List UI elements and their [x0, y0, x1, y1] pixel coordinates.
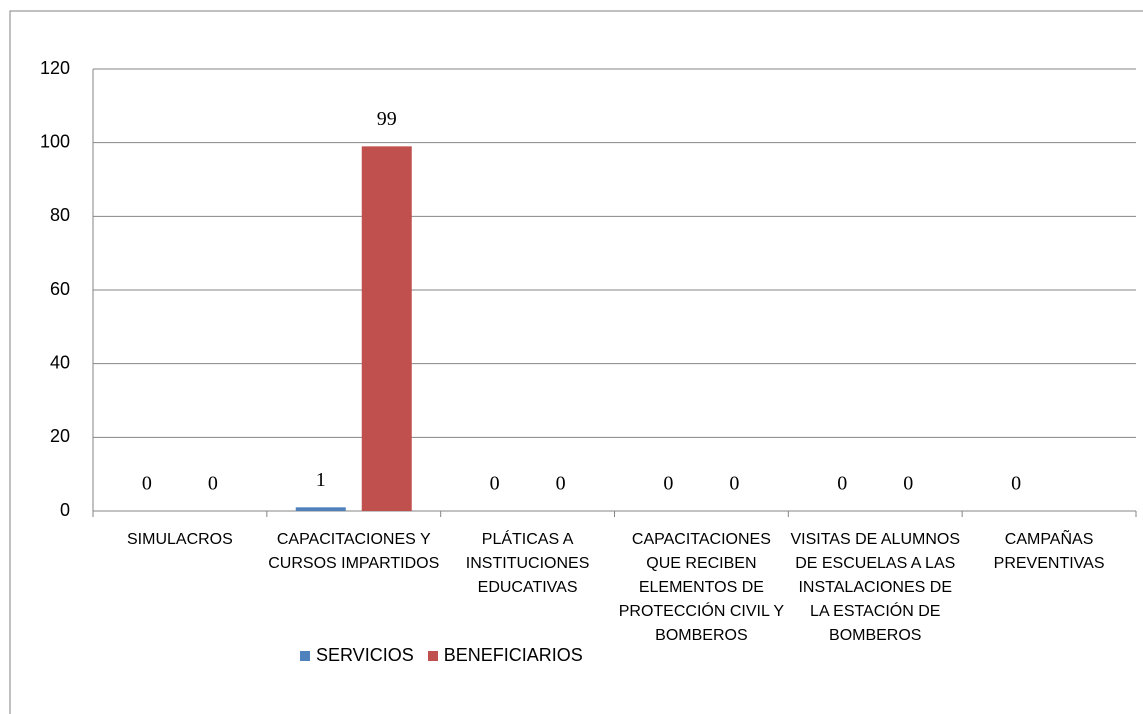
legend-item: SERVICIOS — [300, 645, 414, 666]
y-tick-label: 0 — [60, 500, 70, 520]
x-tick-label: VISITAS DE ALUMNOS DE ESCUELAS A LAS INS… — [790, 531, 961, 644]
legend: SERVICIOS BENEFICIARIOS — [300, 645, 597, 666]
data-label: 0 — [729, 473, 739, 495]
legend-swatch — [300, 650, 310, 661]
data-label: 0 — [1011, 473, 1021, 495]
data-label: 0 — [663, 473, 673, 495]
x-tick-label: SIMULACROS — [127, 531, 233, 548]
y-tick-label: 60 — [50, 279, 70, 299]
data-label: 0 — [556, 473, 566, 495]
x-tick-label: CAPACITACIONES QUE RECIBEN ELEMENTOS DE … — [618, 531, 785, 644]
x-tick-label: CAPACITACIONES Y CURSOS IMPARTIDOS — [268, 531, 440, 572]
y-tick-label: 40 — [50, 352, 70, 372]
y-tick-label: 80 — [50, 205, 70, 225]
legend-label: BENEFICIARIOS — [443, 645, 583, 665]
data-label: 1 — [316, 469, 326, 491]
x-tick-label: CAMPAÑAS PREVENTIVAS — [993, 531, 1105, 572]
data-label: 0 — [837, 473, 847, 495]
legend-swatch — [427, 650, 438, 661]
x-tick-label: PLÁTICAS A INSTITUCIONES EDUCATIVAS — [465, 531, 590, 596]
data-label: 0 — [490, 473, 500, 495]
y-tick-label: 120 — [40, 58, 70, 78]
bar — [295, 507, 346, 511]
legend-label: SERVICIOS — [316, 645, 414, 665]
data-label: 0 — [142, 473, 152, 495]
data-label: 0 — [903, 473, 913, 495]
bar — [361, 146, 412, 511]
data-label: 0 — [208, 473, 218, 495]
chart-border — [9, 10, 1143, 714]
y-tick-label: 100 — [40, 131, 70, 151]
legend-item: BENEFICIARIOS — [427, 645, 583, 666]
y-tick-label: 20 — [50, 426, 70, 446]
data-label: 99 — [377, 108, 397, 130]
